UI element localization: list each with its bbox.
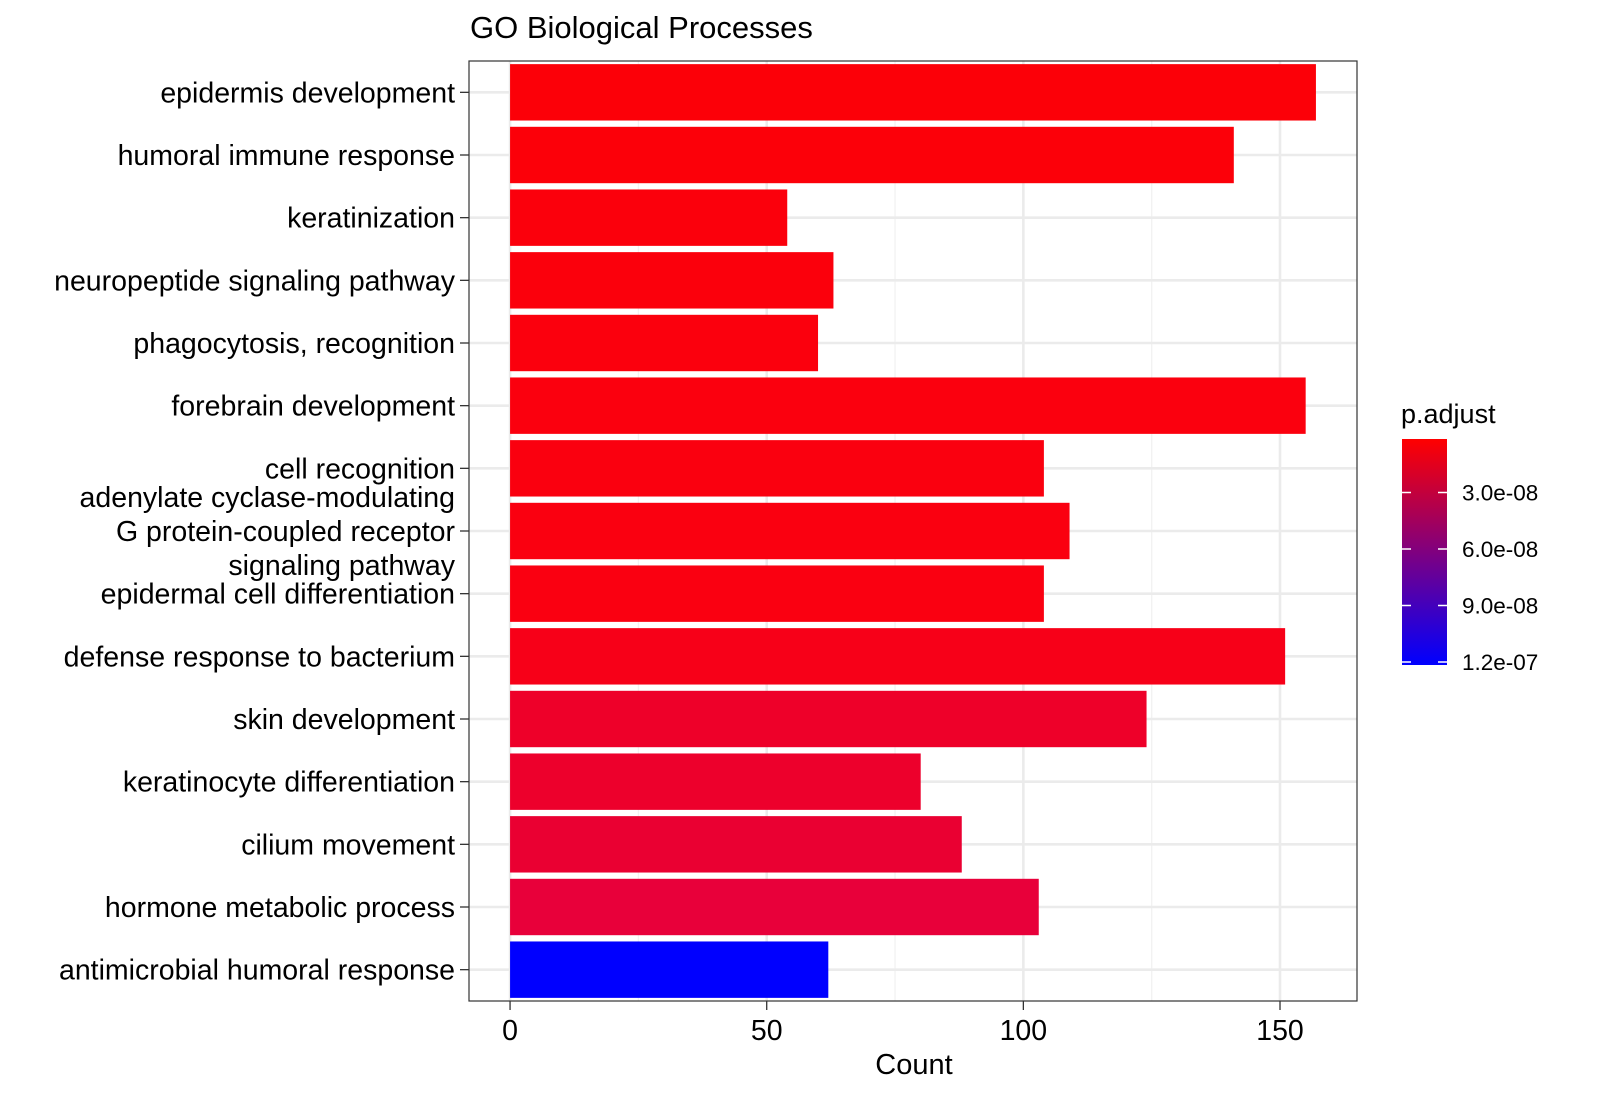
y-tick-label: skin development bbox=[233, 704, 455, 736]
bar bbox=[510, 440, 1044, 497]
y-tick-label: cilium movement bbox=[241, 829, 455, 861]
legend-ticks: 3.0e-08 6.0e-08 9.0e-08 1.2e-07 bbox=[1402, 481, 1538, 675]
bar bbox=[510, 941, 829, 998]
bar bbox=[510, 252, 834, 309]
bar bbox=[510, 502, 1070, 560]
legend-colorbar bbox=[1402, 439, 1447, 665]
bar bbox=[510, 878, 1039, 936]
bar bbox=[510, 126, 1234, 184]
legend: p.adjust 3.0e-08 6.0e-08 9.0e-08 1.2e-07 bbox=[1401, 399, 1538, 675]
bar bbox=[510, 377, 1306, 434]
y-tick-label: neuropeptide signaling pathway bbox=[54, 265, 456, 297]
x-axis-title: Count bbox=[875, 1049, 952, 1081]
x-tick-label: 100 bbox=[1000, 1015, 1048, 1047]
y-tick-label: forebrain development bbox=[171, 391, 455, 423]
legend-tick-label: 6.0e-08 bbox=[1462, 537, 1538, 562]
bar bbox=[510, 816, 962, 873]
bar bbox=[510, 565, 1044, 622]
bar bbox=[510, 314, 819, 372]
y-tick-label: epidermis development bbox=[160, 77, 455, 109]
x-tick-label: 50 bbox=[751, 1015, 783, 1047]
y-tick-label: phagocytosis, recognition bbox=[133, 328, 455, 360]
y-tick-label: hormone metabolic process bbox=[105, 892, 455, 924]
bar bbox=[510, 64, 1316, 121]
x-tick-label: 0 bbox=[502, 1015, 518, 1047]
legend-tick-label: 9.0e-08 bbox=[1462, 594, 1538, 619]
y-tick-label: keratinocyte differentiation bbox=[123, 767, 455, 799]
legend-tick-label: 3.0e-08 bbox=[1462, 481, 1538, 506]
x-axis: 0 50 100 150 bbox=[502, 1001, 1304, 1047]
y-axis-ticks bbox=[460, 91, 469, 971]
y-tick-label: epidermal cell differentiation bbox=[101, 579, 455, 611]
bar bbox=[510, 628, 1286, 685]
y-axis-labels: epidermis development humoral immune resp… bbox=[54, 77, 456, 986]
legend-title: p.adjust bbox=[1401, 399, 1496, 429]
y-tick-label: adenylate cyclase-modulating G protein-co… bbox=[80, 482, 456, 582]
chart-title: GO Biological Processes bbox=[470, 10, 813, 45]
bar bbox=[510, 690, 1147, 748]
y-tick-label: antimicrobial humoral response bbox=[59, 955, 455, 987]
y-tick-label: keratinization bbox=[287, 203, 455, 235]
y-tick-label: defense response to bacterium bbox=[64, 641, 455, 673]
x-tick-label: 150 bbox=[1256, 1015, 1304, 1047]
bar bbox=[510, 189, 788, 246]
y-tick-label: cell recognition bbox=[265, 453, 455, 485]
bar bbox=[510, 753, 921, 810]
y-tick-label: humoral immune response bbox=[118, 140, 455, 172]
bars bbox=[510, 64, 1316, 998]
legend-tick-label: 1.2e-07 bbox=[1462, 650, 1538, 675]
